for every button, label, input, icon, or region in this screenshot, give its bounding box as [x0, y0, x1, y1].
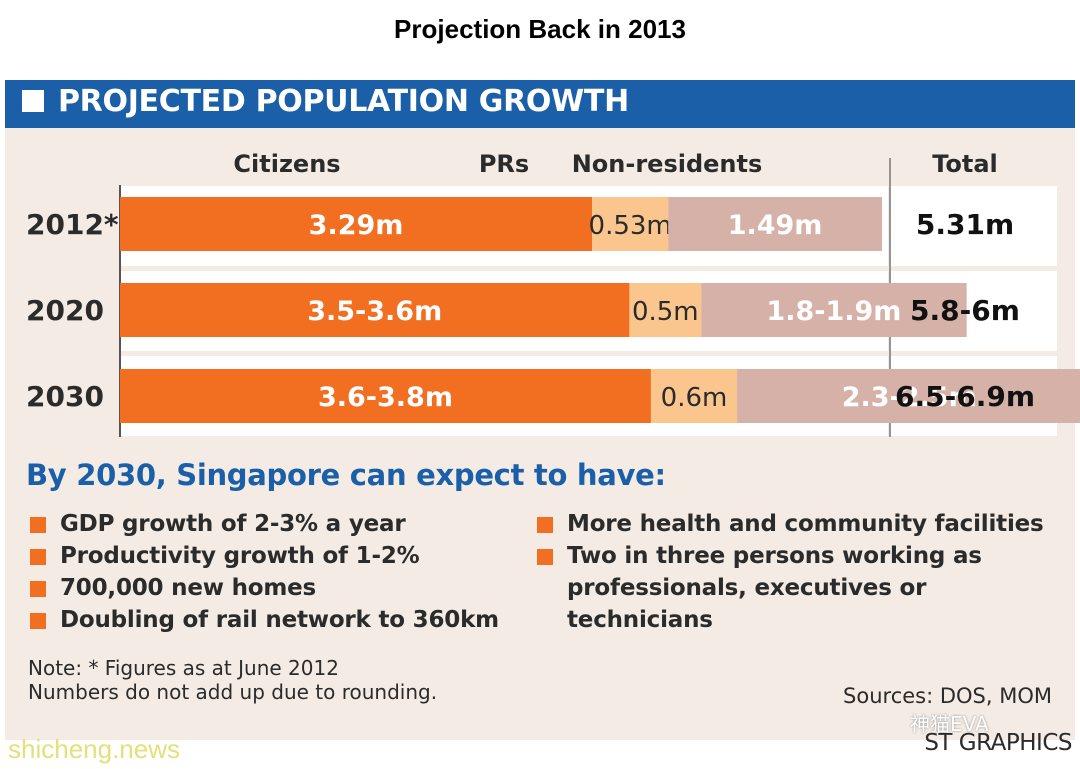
bullet-square-icon — [537, 549, 553, 565]
credit: ST GRAPHICS — [924, 730, 1072, 756]
total-value: 5.31m — [916, 208, 1014, 241]
category-label: 2030 — [26, 380, 104, 413]
total-cell-background — [891, 186, 1057, 266]
expectation-text: 700,000 new homes — [60, 575, 317, 601]
total-header: Total — [932, 150, 998, 178]
column-header: Non-residents — [572, 150, 763, 178]
bullet-square-icon — [30, 581, 46, 597]
expectations-list-left: GDP growth of 2-3% a year Productivity g… — [30, 508, 520, 636]
category-label: 2020 — [26, 294, 104, 327]
data-label: 1.49m — [728, 210, 823, 241]
banner-square-icon — [22, 90, 44, 112]
bar-segment-prs — [629, 283, 702, 337]
bar-segment-prs — [592, 197, 669, 251]
footnote: Note: * Figures as at June 2012 Numbers … — [28, 656, 437, 704]
bullet-square-icon — [30, 613, 46, 629]
page-title: Projection Back in 2013 — [394, 14, 686, 44]
banner — [5, 80, 1075, 128]
footnote-line: Note: * Figures as at June 2012 — [28, 656, 339, 680]
bullet-square-icon — [537, 517, 553, 533]
bar-segment-non-residents — [737, 369, 1080, 423]
data-label: 0.6m — [661, 383, 728, 413]
expectation-item: GDP growth of 2-3% a year — [30, 508, 520, 540]
expectation-text: More health and community facilities — [567, 511, 1044, 537]
expectation-text: Doubling of rail network to 360km — [60, 607, 499, 633]
total-value: 5.8-6m — [910, 294, 1020, 327]
total-value: 6.5-6.9m — [895, 380, 1035, 413]
bar-segment-non-residents — [701, 283, 967, 337]
expectation-item: More health and community facilities — [537, 508, 1067, 540]
expectation-text: Productivity growth of 1-2% — [60, 543, 420, 569]
expectation-item: 700,000 new homes — [30, 572, 520, 604]
bar-segment-citizens — [120, 283, 630, 337]
expectation-text: GDP growth of 2-3% a year — [60, 511, 406, 537]
expectation-item: Doubling of rail network to 360km — [30, 604, 520, 636]
expectations-list-right: More health and community facilities Two… — [537, 508, 1067, 636]
footnote-line: Numbers do not add up due to rounding. — [28, 680, 438, 704]
data-label: 3.6-3.8m — [318, 382, 453, 413]
bullet-square-icon — [30, 517, 46, 533]
column-header: PRs — [479, 150, 529, 178]
bar-segment-citizens — [120, 369, 651, 423]
expectation-text: Two in three persons working as professi… — [567, 543, 982, 633]
expectation-item: Two in three persons working as professi… — [537, 540, 1067, 636]
category-label: 2012* — [26, 208, 119, 241]
data-label: 2.3-2.5m — [842, 382, 977, 413]
data-label: 0.5m — [632, 297, 699, 327]
sources: Sources: DOS, MOM — [843, 684, 1052, 708]
expectations-heading: By 2030, Singapore can expect to have: — [26, 458, 666, 492]
bullet-square-icon — [30, 549, 46, 565]
site-watermark: shicheng.news — [8, 734, 180, 764]
data-label: 3.5-3.6m — [307, 296, 442, 327]
banner-title: PROJECTED POPULATION GROWTH — [58, 84, 629, 119]
data-label: 1.8-1.9m — [766, 296, 901, 327]
bar-segment-citizens — [120, 197, 593, 251]
expectation-item: Productivity growth of 1-2% — [30, 540, 520, 572]
bar-segment-prs — [650, 369, 738, 423]
data-label: 3.29m — [309, 210, 404, 241]
bar-segment-non-residents — [668, 197, 882, 251]
column-header: Citizens — [233, 150, 340, 178]
data-label: 0.53m — [589, 211, 672, 241]
watermark-text: 神猫EVA — [910, 712, 989, 736]
